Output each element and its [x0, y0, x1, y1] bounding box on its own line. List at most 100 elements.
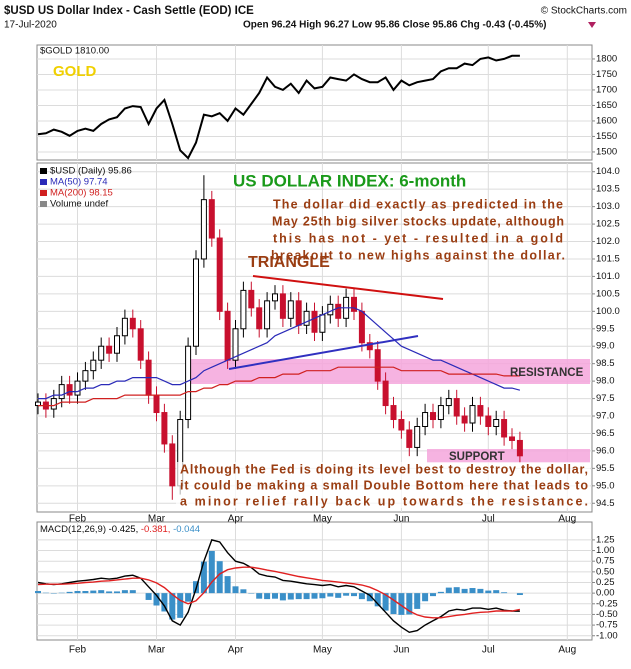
candle-body — [509, 436, 515, 441]
candle-body — [351, 296, 357, 312]
legend-entry: $USD (Daily) 95.86 — [50, 166, 132, 177]
legend-swatch — [40, 201, 47, 207]
y-tick-label: -1.00 — [596, 630, 618, 641]
note-background — [176, 462, 590, 508]
y-tick-label: -0.50 — [596, 609, 618, 620]
histogram-bar — [224, 576, 231, 594]
y-tick-label: 1550 — [596, 131, 617, 142]
candle-body — [414, 425, 421, 448]
histogram-bar — [430, 593, 436, 597]
histogram-bar — [453, 587, 460, 594]
y-tick-label: 97.5 — [596, 393, 615, 404]
candle-body — [98, 345, 105, 361]
legend-entry: MA(50) 97.74 — [50, 177, 108, 188]
histogram-bar — [74, 591, 81, 594]
candle-body — [240, 289, 247, 330]
note-line: Although the Fed is doing its level best… — [180, 462, 588, 476]
histogram-bar — [461, 588, 468, 594]
y-tick-label: 1800 — [596, 53, 617, 64]
x-tick-label: Jun — [393, 514, 409, 525]
header-date: 17-Jul-2020 — [4, 20, 57, 31]
note-line: breakout to new highs against the dollar… — [271, 248, 565, 262]
y-tick-label: 100.5 — [596, 288, 620, 299]
x-tick-label: Mar — [148, 645, 166, 656]
candle-body — [469, 405, 476, 424]
histogram-bar — [264, 593, 271, 600]
y-tick-label: 1650 — [596, 100, 617, 111]
histogram-bar — [303, 593, 310, 600]
y-tick-label: 103.5 — [596, 184, 620, 195]
histogram-bar — [501, 592, 508, 594]
candle-body — [232, 328, 239, 361]
candle-body — [430, 412, 436, 421]
histogram-bar — [200, 561, 207, 594]
gold-panel — [36, 44, 593, 161]
candle-body — [477, 405, 484, 417]
legend-text: -0.381, — [141, 524, 171, 535]
y-tick-label: 98.0 — [596, 376, 615, 387]
y-tick-label: 1750 — [596, 69, 617, 80]
histogram-bar — [232, 586, 239, 594]
candle-body — [82, 370, 89, 382]
candle-body — [114, 335, 120, 354]
histogram-bar — [208, 550, 215, 594]
histogram-bar — [422, 593, 429, 602]
candle-body — [358, 310, 365, 344]
candle-body — [50, 398, 57, 410]
legend-entry: Volume undef — [50, 199, 108, 210]
text-layer: GOLD US DOLLAR INDEX: 6-month The dollar… — [40, 46, 620, 656]
candle-body — [279, 293, 286, 319]
histogram-bar — [287, 593, 294, 600]
y-tick-label: 96.5 — [596, 428, 615, 439]
y-tick-label: 95.0 — [596, 480, 615, 491]
main-annotation-title: US DOLLAR INDEX: 6-month — [233, 171, 466, 190]
candle-body — [224, 310, 231, 361]
y-tick-label: -0.75 — [596, 620, 618, 631]
candle-body — [248, 289, 255, 309]
histogram-bar — [82, 591, 89, 594]
histogram-bar — [90, 590, 97, 594]
candle-body — [374, 349, 381, 382]
candle-body — [185, 345, 192, 421]
legend-text: MACD(12,26,9) — [40, 524, 106, 535]
y-tick-label: 102.5 — [596, 219, 620, 230]
y-tick-label: 103.0 — [596, 201, 620, 212]
candle-body — [422, 412, 429, 427]
candle-body — [295, 300, 302, 326]
legend-swatch — [40, 190, 47, 196]
candle-body — [272, 293, 278, 302]
candle-body — [398, 419, 405, 431]
gold-annotation: GOLD — [53, 63, 96, 80]
candle-body — [516, 439, 523, 457]
y-tick-label: 96.0 — [596, 445, 615, 456]
histogram-bar — [469, 588, 476, 594]
x-tick-label: Jul — [482, 514, 495, 525]
candle-body — [129, 317, 136, 330]
candle-body — [216, 237, 223, 312]
marks-layer — [35, 54, 523, 634]
y-tick-label: 97.0 — [596, 411, 615, 422]
legend-swatch — [40, 179, 47, 185]
y-tick-label: 0.75 — [596, 556, 615, 567]
x-tick-label: Aug — [558, 645, 576, 656]
histogram-bar — [129, 590, 136, 594]
histogram-bar — [153, 593, 160, 606]
histogram-bar — [445, 587, 452, 594]
header-title: $USD US Dollar Index - Cash Settle (EOD)… — [4, 5, 254, 17]
y-tick-label: 101.0 — [596, 271, 620, 282]
candle-body — [390, 405, 397, 421]
y-tick-label: 94.5 — [596, 498, 615, 509]
candle-body — [406, 429, 413, 448]
macd-panel — [36, 521, 593, 641]
candle-body — [287, 300, 294, 319]
histogram-bar — [279, 593, 286, 601]
histogram-bar — [311, 593, 318, 599]
candle-body — [445, 398, 452, 407]
resistance-label: RESISTANCE — [510, 367, 584, 379]
legend-entry: MACD(12,26,9) -0.425, -0.381, -0.044 — [40, 524, 200, 535]
x-tick-label: Jul — [482, 645, 495, 656]
series-line — [37, 566, 521, 619]
candle-body — [153, 394, 160, 414]
legend-entry: MA(200) 98.15 — [50, 188, 113, 199]
x-tick-label: May — [313, 645, 332, 656]
